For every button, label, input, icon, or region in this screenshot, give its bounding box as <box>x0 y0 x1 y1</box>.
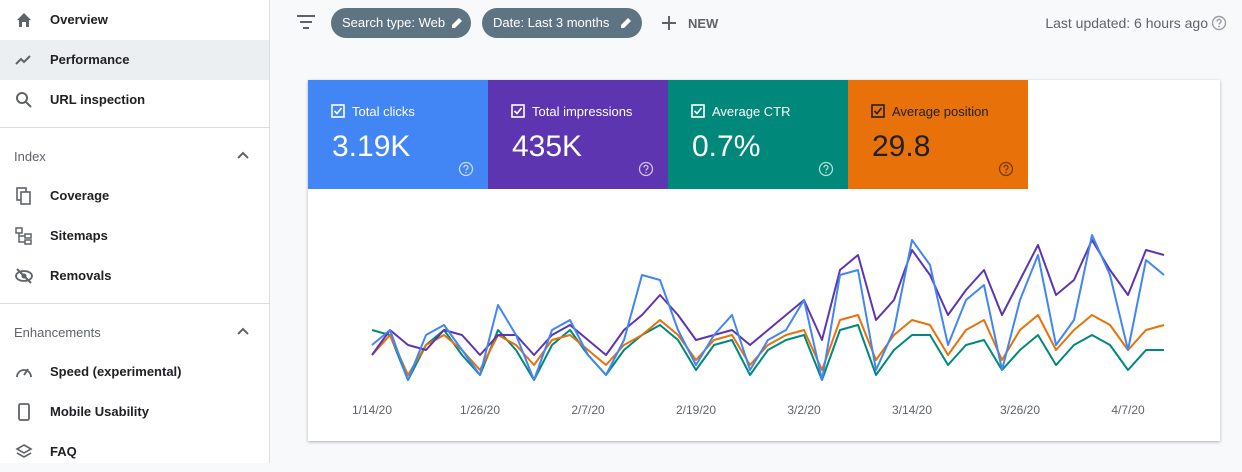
series-line <box>371 314 1165 376</box>
filter-icon[interactable] <box>297 15 315 29</box>
nav-item[interactable]: FAQ <box>0 432 269 472</box>
metric-value: 435K <box>512 130 583 163</box>
x-tick-label: 2/7/20 <box>571 403 605 417</box>
nav-item[interactable]: Overview <box>0 0 269 40</box>
filter-chip[interactable]: Search type: Web <box>331 8 471 38</box>
metric-value: 0.7% <box>692 130 761 163</box>
nav-item[interactable]: Sitemaps <box>0 216 269 256</box>
nav-label: Speed (experimental) <box>50 364 182 379</box>
nav-label: Performance <box>50 52 130 67</box>
nav-label: Overview <box>50 12 108 27</box>
x-tick-label: 3/2/20 <box>787 403 821 417</box>
metric-label: Total clicks <box>352 104 415 119</box>
x-tick-label: 3/26/20 <box>1000 403 1040 417</box>
x-tick-label: 1/26/20 <box>460 403 500 417</box>
toolbar: Search type: Web Date: Last 3 months NEW… <box>270 0 1242 46</box>
nav-label: URL inspection <box>50 92 146 107</box>
nav-item[interactable]: Removals <box>0 256 269 296</box>
metric-tile[interactable]: Total clicks 3.19K <box>308 80 488 189</box>
metric-tile[interactable]: Total impressions 435K <box>488 80 668 189</box>
tile-icons <box>691 104 834 177</box>
series-line <box>371 239 1165 356</box>
tile-icons <box>331 104 474 177</box>
chip-label: Search type: Web <box>342 15 446 30</box>
filter-chip[interactable]: Date: Last 3 months <box>482 8 642 38</box>
nav-label: Coverage <box>50 188 110 203</box>
tile-icons <box>511 104 654 177</box>
nav-item[interactable]: URL inspection <box>0 80 269 120</box>
metric-label: Average CTR <box>712 104 791 119</box>
nav-item[interactable]: Mobile Usability <box>0 392 269 432</box>
x-tick-label: 1/14/20 <box>352 403 392 417</box>
chip-label: Date: Last 3 months <box>493 15 610 30</box>
performance-card: Total clicks 3.19K Total impressions 435K … <box>308 80 1220 441</box>
nav-label: Removals <box>50 268 112 283</box>
metric-value: 29.8 <box>872 130 931 163</box>
last-updated: Last updated: 6 hours ago <box>1045 15 1208 31</box>
add-icon[interactable] <box>661 15 677 31</box>
collapse-icon[interactable] <box>236 150 250 160</box>
new-button[interactable]: NEW <box>688 16 719 31</box>
divider <box>0 127 269 128</box>
series-line <box>371 324 1164 381</box>
nav-item[interactable]: Speed (experimental) <box>0 352 269 392</box>
x-tick-label: 3/14/20 <box>892 403 932 417</box>
help-icon[interactable] <box>1211 15 1227 31</box>
metric-label: Average position <box>892 104 989 119</box>
nav-label: FAQ <box>50 444 77 459</box>
section-title: Index <box>14 149 46 164</box>
tile-icons <box>871 104 1014 177</box>
x-tick-label: 2/19/20 <box>676 403 716 417</box>
nav-item[interactable]: Coverage <box>0 176 269 216</box>
sidebar: Overview Performance URL inspection Inde… <box>0 0 270 463</box>
nav-label: Sitemaps <box>50 228 108 243</box>
chart: 1/14/20 1/26/20 2/7/20 2/19/20 3/2/20 3/14/20… <box>352 234 1165 417</box>
divider <box>0 303 269 304</box>
x-tick-label: 4/7/20 <box>1111 403 1145 417</box>
collapse-icon[interactable] <box>236 326 250 336</box>
metric-tile[interactable]: Average CTR 0.7% <box>668 80 848 189</box>
metric-label: Total impressions <box>532 104 633 119</box>
nav-label: Mobile Usability <box>50 404 149 419</box>
nav-item[interactable]: Performance <box>0 40 269 80</box>
metric-value: 3.19K <box>332 130 411 163</box>
section-title: Enhancements <box>14 325 101 340</box>
metric-tile[interactable]: Average position 29.8 <box>848 80 1028 189</box>
series-line <box>371 234 1165 381</box>
